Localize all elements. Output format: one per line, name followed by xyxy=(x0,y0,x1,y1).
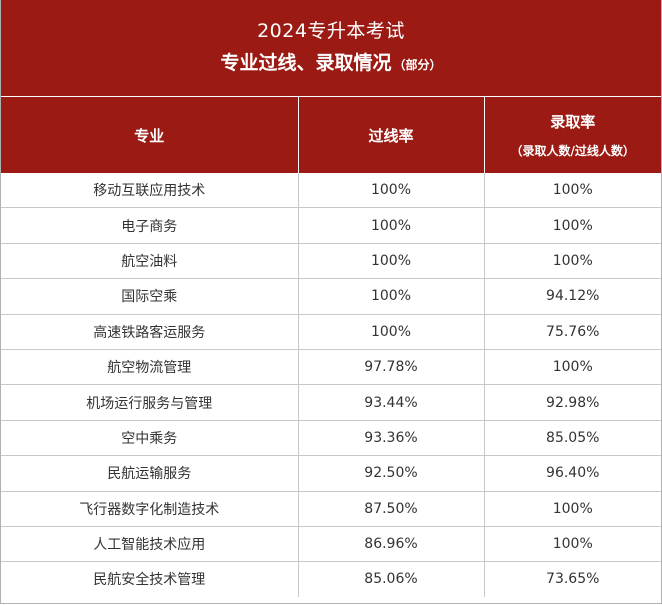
cell-major: 电子商务 xyxy=(1,207,299,244)
table-row: 机场运行服务与管理 93.44% 92.98% xyxy=(1,384,661,421)
cell-admit-rate: 85.05% xyxy=(484,420,661,457)
cell-pass-rate: 93.44% xyxy=(298,384,485,421)
cell-pass-rate: 86.96% xyxy=(298,526,485,563)
page-subtitle: 专业过线、录取情况 （部分） xyxy=(1,44,661,78)
cell-admit-rate: 100% xyxy=(484,349,661,386)
table-row: 航空物流管理 97.78% 100% xyxy=(1,349,661,386)
column-header-major: 专业 xyxy=(1,97,299,173)
cell-major: 空中乘务 xyxy=(1,420,299,457)
table-row: 民航安全技术管理 85.06% 73.65% xyxy=(1,561,661,597)
cell-major: 移动互联应用技术 xyxy=(1,173,299,209)
page-subtitle-note: （部分） xyxy=(393,58,442,72)
page-subtitle-text: 专业过线、录取情况 xyxy=(220,52,392,74)
cell-pass-rate: 100% xyxy=(298,173,485,209)
cell-admit-rate: 100% xyxy=(484,173,661,209)
table-row: 国际空乘 100% 94.12% xyxy=(1,278,661,315)
cell-admit-rate: 96.40% xyxy=(484,455,661,492)
table-row: 移动互联应用技术 100% 100% xyxy=(1,173,661,209)
cell-pass-rate: 100% xyxy=(298,314,485,350)
cell-admit-rate: 73.65% xyxy=(546,571,600,588)
cell-admit-rate: 100% xyxy=(484,207,661,244)
column-header-admit-rate-label: 录取率 xyxy=(550,113,596,131)
cell-pass-rate: 87.50% xyxy=(298,491,485,527)
column-header-admit-rate-note: （录取人数/过线人数） xyxy=(510,144,635,158)
table-row: 民航运输服务 92.50% 96.40% xyxy=(1,455,661,492)
column-header-pass-rate: 过线率 xyxy=(298,97,485,173)
cell-admit-rate: 100% xyxy=(484,526,661,563)
cell-major: 飞行器数字化制造技术 xyxy=(1,491,299,527)
cell-major: 人工智能技术应用 xyxy=(1,526,299,563)
cell-pass-rate: 93.36% xyxy=(298,420,485,457)
cell-admit-rate: 75.76% xyxy=(484,314,661,350)
cell-major: 航空油料 xyxy=(1,243,299,280)
cell-pass-rate: 100% xyxy=(298,243,485,280)
cell-pass-rate: 85.06% xyxy=(298,561,485,597)
table-row: 人工智能技术应用 86.96% 100% xyxy=(1,526,661,563)
cell-major: 高速铁路客运服务 xyxy=(1,314,299,350)
cell-major: 国际空乘 xyxy=(1,278,299,315)
table-row: 空中乘务 93.36% 85.05% xyxy=(1,420,661,457)
title-block: 2024专升本考试 专业过线、录取情况 （部分） xyxy=(1,0,661,97)
cell-pass-rate: 100% xyxy=(298,207,485,244)
cell-pass-rate: 92.50% xyxy=(298,455,485,492)
table-header-row: 专业 过线率 录取率 （录取人数/过线人数） xyxy=(1,97,661,173)
cell-major: 民航安全技术管理 xyxy=(1,561,299,597)
table-row: 电子商务 100% 100% xyxy=(1,207,661,244)
cell-admit-rate: 92.98% xyxy=(484,384,661,421)
cell-major: 机场运行服务与管理 xyxy=(1,384,299,421)
table-row: 高速铁路客运服务 100% 75.76% xyxy=(1,314,661,350)
cell-pass-rate: 97.78% xyxy=(298,349,485,386)
table-row: 飞行器数字化制造技术 87.50% 100% xyxy=(1,491,661,527)
page-title: 2024专升本考试 xyxy=(257,20,405,42)
cell-pass-rate: 100% xyxy=(298,278,485,315)
table-row: 航空油料 100% 100% xyxy=(1,243,661,280)
results-table: 专业 过线率 录取率 （录取人数/过线人数） 移动互联应用技术 100% 100… xyxy=(1,97,661,597)
cell-admit-rate: 94.12% xyxy=(484,278,661,315)
cell-admit-rate: 100% xyxy=(484,491,661,527)
cell-major: 航空物流管理 xyxy=(1,349,299,386)
cell-admit-rate: 100% xyxy=(484,243,661,280)
column-header-admit-rate: 录取率 （录取人数/过线人数） xyxy=(484,97,661,173)
cell-major: 民航运输服务 xyxy=(1,455,299,492)
